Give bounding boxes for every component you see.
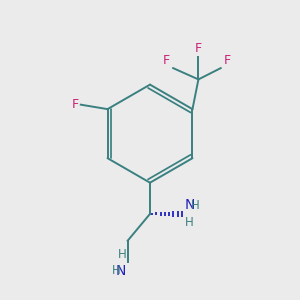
Text: N: N (116, 263, 126, 278)
Text: H: H (185, 216, 194, 229)
Text: H: H (118, 248, 126, 261)
Text: N: N (185, 198, 195, 212)
Text: F: F (224, 54, 231, 67)
Text: F: F (195, 42, 202, 55)
Text: F: F (163, 54, 170, 67)
Text: H: H (112, 263, 120, 277)
Text: H: H (190, 199, 199, 212)
Text: F: F (71, 98, 78, 111)
